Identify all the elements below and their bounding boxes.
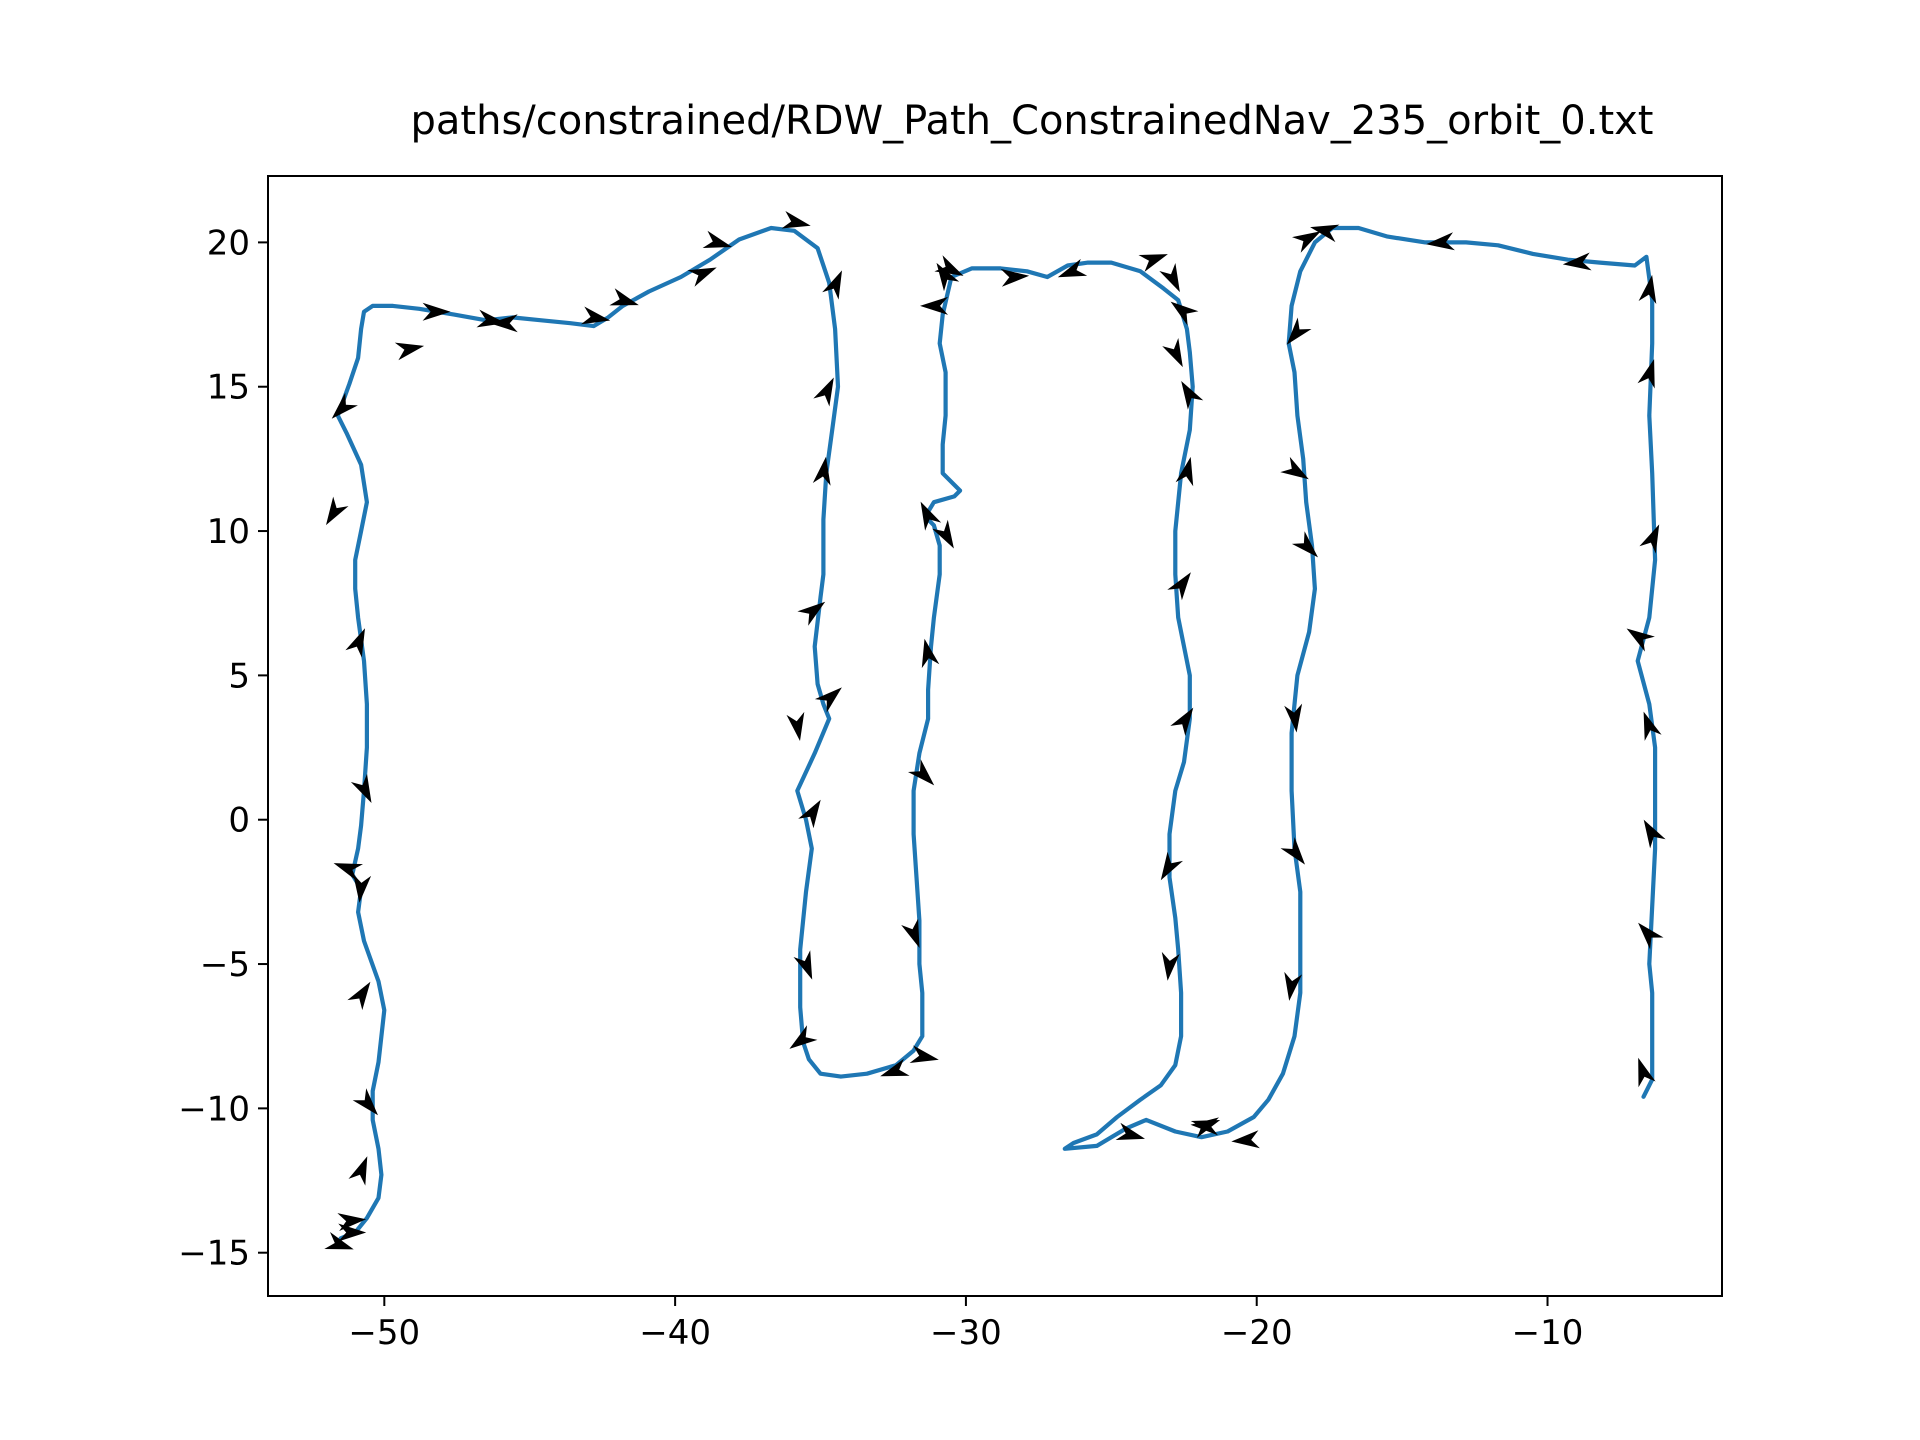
heading-arrow	[1292, 231, 1321, 253]
y-tick-label: 20	[207, 223, 250, 263]
axes-frame	[267, 175, 1723, 1297]
chart-title: paths/constrained/RDW_Path_ConstrainedNa…	[411, 98, 1654, 144]
heading-arrow	[1643, 711, 1662, 741]
heading-arrow	[1638, 274, 1657, 304]
heading-arrow	[880, 1058, 910, 1077]
heading-arrow	[901, 918, 920, 948]
y-tick-label: −15	[178, 1234, 250, 1274]
heading-arrow	[908, 759, 935, 786]
heading-arrow	[1162, 338, 1183, 368]
heading-arrow	[1231, 1130, 1260, 1149]
y-tick-label: 10	[207, 512, 250, 552]
plot-marks	[324, 211, 1666, 1250]
x-tick-label: −30	[930, 1313, 1002, 1353]
y-tick-label: −5	[200, 945, 250, 985]
heading-arrow	[1167, 572, 1191, 601]
heading-arrow	[1000, 268, 1030, 287]
heading-arrow	[822, 270, 842, 300]
y-tick-label: 0	[228, 801, 250, 841]
heading-arrow	[789, 1025, 818, 1049]
heading-arrow	[920, 296, 948, 315]
heading-arrow	[350, 773, 372, 803]
heading-arrow	[609, 288, 639, 306]
heading-arrow	[909, 1045, 939, 1063]
x-tick-label: −40	[639, 1313, 711, 1353]
heading-arrow	[353, 874, 372, 903]
heading-arrow	[1638, 1057, 1656, 1088]
heading-arrow	[1426, 232, 1455, 251]
heading-arrow	[1159, 263, 1180, 293]
heading-arrow	[1115, 1122, 1145, 1140]
heading-arrow	[489, 314, 518, 333]
y-tick-label: 5	[228, 656, 250, 696]
heading-arrow	[348, 1156, 368, 1186]
heading-arrow	[1190, 1117, 1219, 1136]
x-tick-label: −50	[348, 1313, 420, 1353]
heading-arrow	[814, 687, 842, 713]
heading-arrow	[337, 1213, 367, 1231]
path-line-0	[335, 225, 1658, 1241]
heading-arrow	[394, 342, 425, 361]
y-tick-label: 15	[207, 368, 250, 408]
heading-arrow	[422, 302, 451, 321]
heading-arrow	[797, 601, 826, 626]
heading-arrow	[1626, 628, 1655, 652]
heading-arrow	[1138, 254, 1168, 272]
heading-arrow	[793, 950, 813, 980]
heading-arrow	[920, 501, 942, 531]
heading-arrow	[1291, 531, 1318, 558]
heading-arrow	[781, 211, 811, 229]
heading-arrow	[1170, 707, 1194, 736]
heading-arrow	[798, 799, 821, 829]
heading-arrow	[1161, 951, 1180, 981]
heading-arrow	[324, 1232, 354, 1250]
heading-arrow	[1562, 252, 1592, 271]
heading-arrow	[1286, 317, 1312, 345]
heading-arrow	[687, 267, 717, 287]
heading-arrow	[1310, 224, 1340, 243]
heading-arrow	[1284, 703, 1303, 733]
heading-arrow	[352, 1088, 378, 1116]
heading-arrow	[1280, 456, 1309, 480]
heading-arrow	[702, 230, 732, 248]
x-tick-label: −20	[1221, 1313, 1293, 1353]
heading-arrow	[1637, 359, 1655, 389]
heading-arrow	[347, 981, 371, 1011]
heading-arrow	[812, 456, 831, 486]
heading-arrow	[581, 306, 611, 325]
heading-arrow	[786, 711, 805, 741]
heading-arrow	[1181, 381, 1204, 410]
plot-area	[324, 211, 1666, 1250]
heading-arrow	[1170, 301, 1199, 326]
heading-arrow	[1160, 851, 1183, 881]
heading-arrow	[345, 628, 365, 658]
heading-arrow	[1639, 524, 1660, 554]
heading-arrow	[333, 863, 363, 881]
heading-arrow	[1643, 819, 1666, 849]
x-tick-label: −10	[1512, 1313, 1584, 1353]
heading-arrow	[1280, 837, 1305, 865]
heading-arrow	[1638, 922, 1664, 950]
heading-arrow	[932, 519, 954, 549]
heading-arrow	[1175, 456, 1194, 487]
heading-arrow	[813, 377, 834, 407]
heading-arrow	[921, 638, 940, 669]
heading-arrow	[326, 496, 349, 526]
heading-arrow	[1284, 971, 1303, 1001]
y-tick-label: −10	[178, 1089, 250, 1129]
heading-arrow	[1057, 258, 1088, 278]
heading-arrow	[936, 262, 960, 292]
heading-arrow	[331, 392, 358, 419]
